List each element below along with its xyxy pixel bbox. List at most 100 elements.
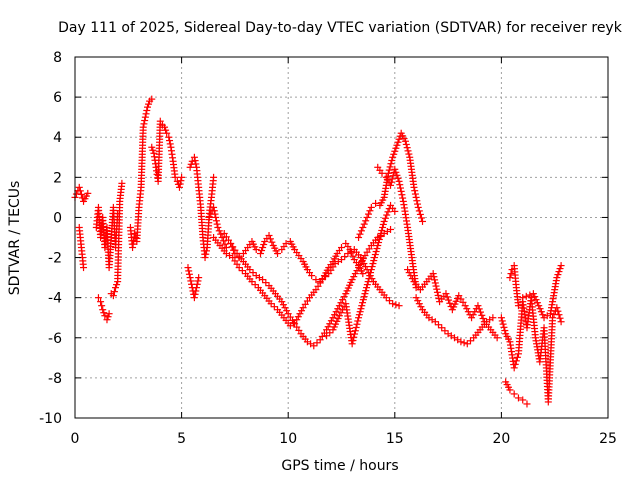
data-point [212,213,220,221]
data-point [403,144,411,152]
data-point [293,316,301,324]
data-point [469,311,477,319]
data-point [365,210,373,218]
data-point [361,263,369,271]
x-tick-label: 15 [386,431,404,447]
data-point [148,95,156,103]
data-point [360,293,368,301]
data-point [361,290,369,298]
data-point [511,360,519,368]
data-point [380,217,388,225]
data-point [118,179,126,187]
data-point [554,271,562,279]
data-point [355,234,363,241]
data-point [286,322,294,330]
data-point [371,254,379,262]
data-point [401,137,409,145]
data-point [112,284,120,292]
data-point [178,173,186,181]
data-point [238,267,246,275]
data-point [393,141,401,149]
data-point [339,296,347,304]
data-point [140,120,148,128]
points-layer [71,95,565,408]
data-point [398,191,406,199]
data-point [359,296,367,304]
data-point [163,129,171,137]
data-point [340,293,348,301]
data-point [493,334,501,342]
y-tick-label: 0 [53,210,62,226]
data-point [279,301,287,309]
data-point [190,153,198,161]
data-point [438,324,446,332]
data-point [354,317,362,325]
data-point [359,270,367,278]
data-point [75,183,83,191]
data-point [412,193,420,201]
data-point [141,117,149,125]
data-point [410,183,418,191]
data-point [278,298,286,306]
data-point [549,314,557,322]
data-point [387,178,395,186]
data-point [415,207,423,215]
data-point [556,314,564,322]
data-point [166,137,174,145]
data-point [218,234,226,241]
data-point [510,364,518,372]
data-point [367,269,375,277]
data-point [186,163,194,171]
data-point [338,256,345,264]
data-point [399,194,407,202]
data-point [392,301,400,309]
data-point [220,237,228,245]
data-point [267,300,275,308]
data-point [259,276,267,284]
data-point [360,220,368,228]
data-point [506,386,514,394]
data-point [529,290,537,298]
data-point [414,200,422,208]
data-point [393,171,401,179]
data-point [190,294,198,302]
data-point [191,157,199,165]
data-point [194,277,202,285]
data-point [338,244,345,252]
ticks-layer: 0 5 10 15 20 25 -10 -8 -6 -4 -2 0 2 4 6 8 [39,50,617,447]
data-point [235,264,243,272]
data-point [522,292,530,300]
data-point [358,302,366,310]
y-axis-label: SDTVAR / TECUs [7,181,23,296]
data-point [363,281,371,289]
data-point [362,217,370,225]
data-point [352,323,360,331]
data-point [358,258,366,266]
data-point [489,314,497,322]
data-point [256,250,264,258]
data-point [416,210,424,218]
data-point [195,274,203,282]
data-point [258,247,266,255]
data-point [348,340,356,348]
data-point [519,396,527,404]
data-point [274,250,282,258]
data-point [105,310,113,318]
data-point [415,300,423,308]
data-point [308,272,316,280]
data-point [381,214,389,222]
data-point [260,241,268,249]
data-point [375,239,383,247]
data-point [386,163,394,171]
data-point [214,223,222,231]
data-point [210,173,218,181]
data-point [539,311,547,319]
data-point [351,330,359,338]
data-point [431,276,439,284]
data-point [389,153,397,161]
data-point [266,235,274,243]
data-point [101,312,109,320]
x-tick-label: 10 [279,431,297,447]
data-point [350,333,358,341]
data-point [367,203,375,211]
